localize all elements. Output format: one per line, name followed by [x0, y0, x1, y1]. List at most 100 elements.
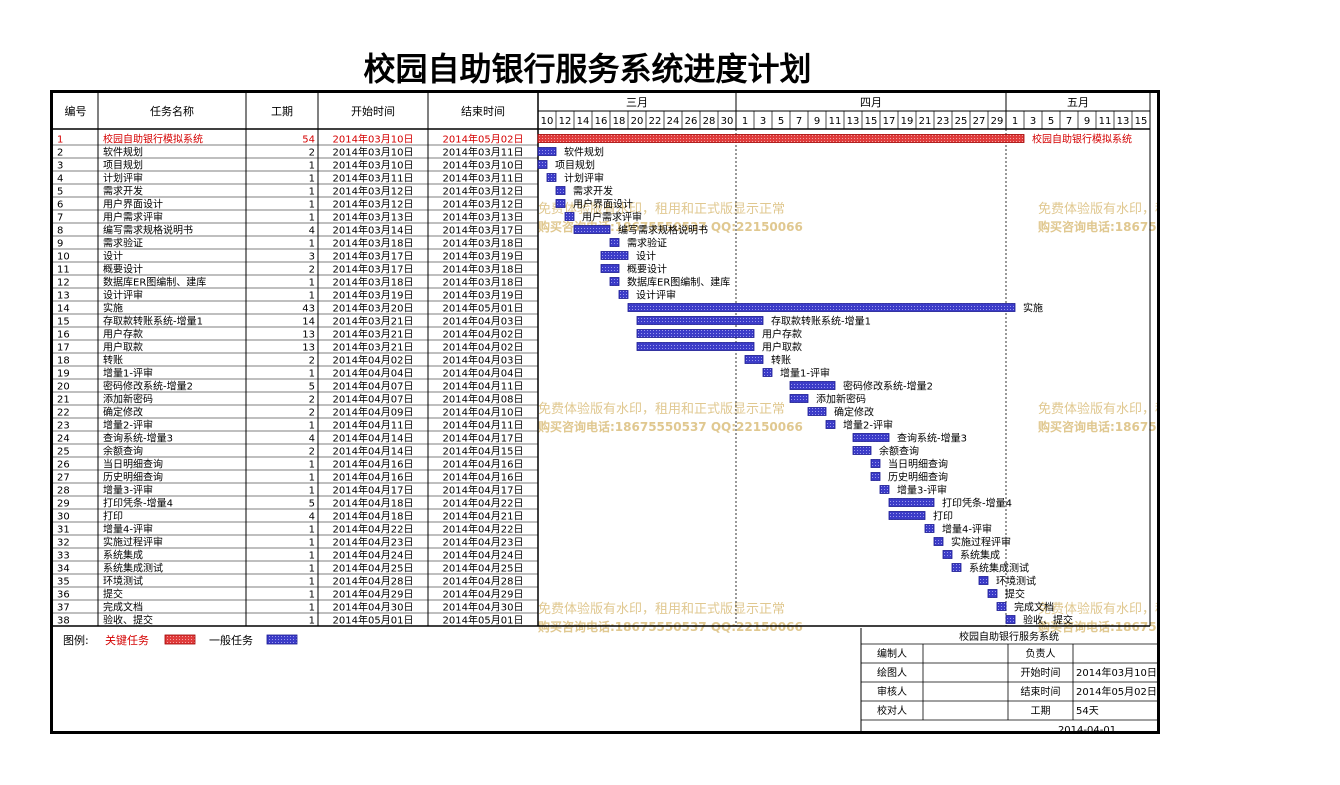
legend-normal-swatch — [266, 634, 298, 645]
task-cell-name: 概要设计 — [103, 263, 143, 276]
task-cell-end: 2014年04月21日 — [443, 510, 524, 523]
task-bar-label: 设计 — [636, 250, 656, 263]
day-label: 15 — [865, 116, 878, 127]
task-cell-start: 2014年03月17日 — [333, 263, 414, 276]
task-bar-label: 转账 — [771, 354, 791, 367]
task-bar-label: 密码修改系统-增量2 — [843, 380, 933, 393]
task-bar — [555, 186, 566, 195]
task-cell-id: 13 — [57, 291, 70, 302]
task-cell-id: 9 — [57, 239, 63, 250]
task-bar — [789, 394, 809, 403]
task-cell-name: 打印凭条-增量4 — [103, 497, 173, 510]
day-label: 20 — [631, 116, 644, 127]
task-cell-id: 7 — [57, 213, 63, 224]
task-bar-label: 系统集成测试 — [969, 562, 1029, 575]
task-cell-duration: 1 — [309, 369, 315, 380]
task-bar-label: 校园自助银行模拟系统 — [1032, 133, 1132, 146]
task-cell-end: 2014年04月17日 — [443, 432, 524, 445]
task-cell-end: 2014年03月12日 — [443, 185, 524, 198]
task-bar — [555, 199, 566, 208]
info-cell: 开始时间 — [1021, 666, 1061, 679]
task-bar-label: 实施过程评审 — [951, 536, 1011, 549]
task-bar — [609, 238, 620, 247]
task-bar-label: 用户需求评审 — [582, 211, 642, 224]
task-bar-label: 需求开发 — [573, 185, 613, 198]
task-bar-label: 验收、提交 — [1023, 614, 1073, 627]
task-cell-duration: 1 — [309, 421, 315, 432]
task-cell-name: 打印 — [103, 510, 123, 523]
task-cell-end: 2014年04月29日 — [443, 588, 524, 601]
task-cell-name: 增量3-评审 — [103, 484, 153, 497]
task-cell-name: 提交 — [103, 588, 123, 601]
task-cell-start: 2014年03月17日 — [333, 250, 414, 263]
info-cell: 结束时间 — [1021, 685, 1061, 698]
day-label: 14 — [577, 116, 590, 127]
day-label: 27 — [973, 116, 986, 127]
task-cell-end: 2014年03月17日 — [443, 224, 524, 237]
task-cell-name: 系统集成 — [103, 549, 143, 562]
task-bar — [933, 537, 944, 546]
task-bar — [618, 290, 629, 299]
task-bar-label: 用户界面设计 — [573, 198, 633, 211]
task-cell-name: 存取款转账系统-增量1 — [103, 315, 203, 328]
task-cell-end: 2014年03月11日 — [443, 146, 524, 159]
task-cell-id: 20 — [57, 382, 70, 393]
task-cell-start: 2014年04月16日 — [333, 458, 414, 471]
task-cell-start: 2014年04月23日 — [333, 536, 414, 549]
day-label: 5 — [778, 116, 784, 127]
day-label: 1 — [742, 116, 748, 127]
task-bar — [537, 147, 557, 156]
task-bar-label: 用户取款 — [762, 341, 802, 354]
task-cell-duration: 4 — [309, 434, 315, 445]
task-bar — [1005, 615, 1016, 624]
task-cell-end: 2014年03月18日 — [443, 263, 524, 276]
task-cell-name: 环境测试 — [103, 575, 143, 588]
task-cell-end: 2014年05月02日 — [443, 133, 524, 146]
task-bar — [870, 459, 881, 468]
day-label: 1 — [1012, 116, 1018, 127]
task-bar — [879, 485, 890, 494]
task-cell-name: 历史明细查询 — [103, 471, 163, 484]
task-cell-start: 2014年04月18日 — [333, 510, 414, 523]
task-cell-duration: 1 — [309, 538, 315, 549]
task-cell-name: 实施过程评审 — [103, 536, 163, 549]
task-cell-id: 25 — [57, 447, 70, 458]
task-cell-end: 2014年04月22日 — [443, 523, 524, 536]
task-bar-label: 余额查询 — [879, 445, 919, 458]
task-bar-label: 历史明细查询 — [888, 471, 948, 484]
day-label: 11 — [1099, 116, 1112, 127]
task-cell-start: 2014年03月12日 — [333, 198, 414, 211]
task-cell-name: 系统集成测试 — [103, 562, 163, 575]
task-cell-duration: 1 — [309, 161, 315, 172]
task-cell-name: 计划评审 — [103, 172, 143, 185]
task-cell-id: 11 — [57, 265, 70, 276]
task-bar — [942, 550, 953, 559]
task-bar-label: 软件规划 — [564, 146, 604, 159]
task-cell-end: 2014年04月03日 — [443, 315, 524, 328]
task-cell-start: 2014年04月25日 — [333, 562, 414, 575]
task-cell-duration: 14 — [302, 317, 315, 328]
task-cell-duration: 54 — [302, 135, 315, 146]
task-cell-end: 2014年04月22日 — [443, 497, 524, 510]
task-cell-duration: 1 — [309, 174, 315, 185]
task-cell-name: 余额查询 — [103, 445, 143, 458]
task-cell-end: 2014年04月03日 — [443, 354, 524, 367]
task-cell-id: 1 — [57, 135, 63, 146]
legend-title: 图例: — [63, 633, 89, 647]
task-cell-id: 22 — [57, 408, 70, 419]
task-bar-label: 完成文档 — [1014, 601, 1054, 614]
task-cell-end: 2014年04月15日 — [443, 445, 524, 458]
column-header: 开始时间 — [351, 104, 395, 118]
task-cell-end: 2014年04月28日 — [443, 575, 524, 588]
info-title: 校园自助银行服务系统 — [959, 630, 1059, 643]
task-bar-label: 系统集成 — [960, 549, 1000, 562]
task-bar — [636, 342, 755, 351]
watermark-line1: 免费体验版有水印，租用和正式版显示正常 — [538, 601, 785, 617]
task-cell-start: 2014年04月14日 — [333, 445, 414, 458]
day-label: 5 — [1048, 116, 1054, 127]
info-cell: 编制人 — [877, 647, 907, 660]
task-bar-label: 环境测试 — [996, 575, 1036, 588]
task-cell-id: 10 — [57, 252, 70, 263]
